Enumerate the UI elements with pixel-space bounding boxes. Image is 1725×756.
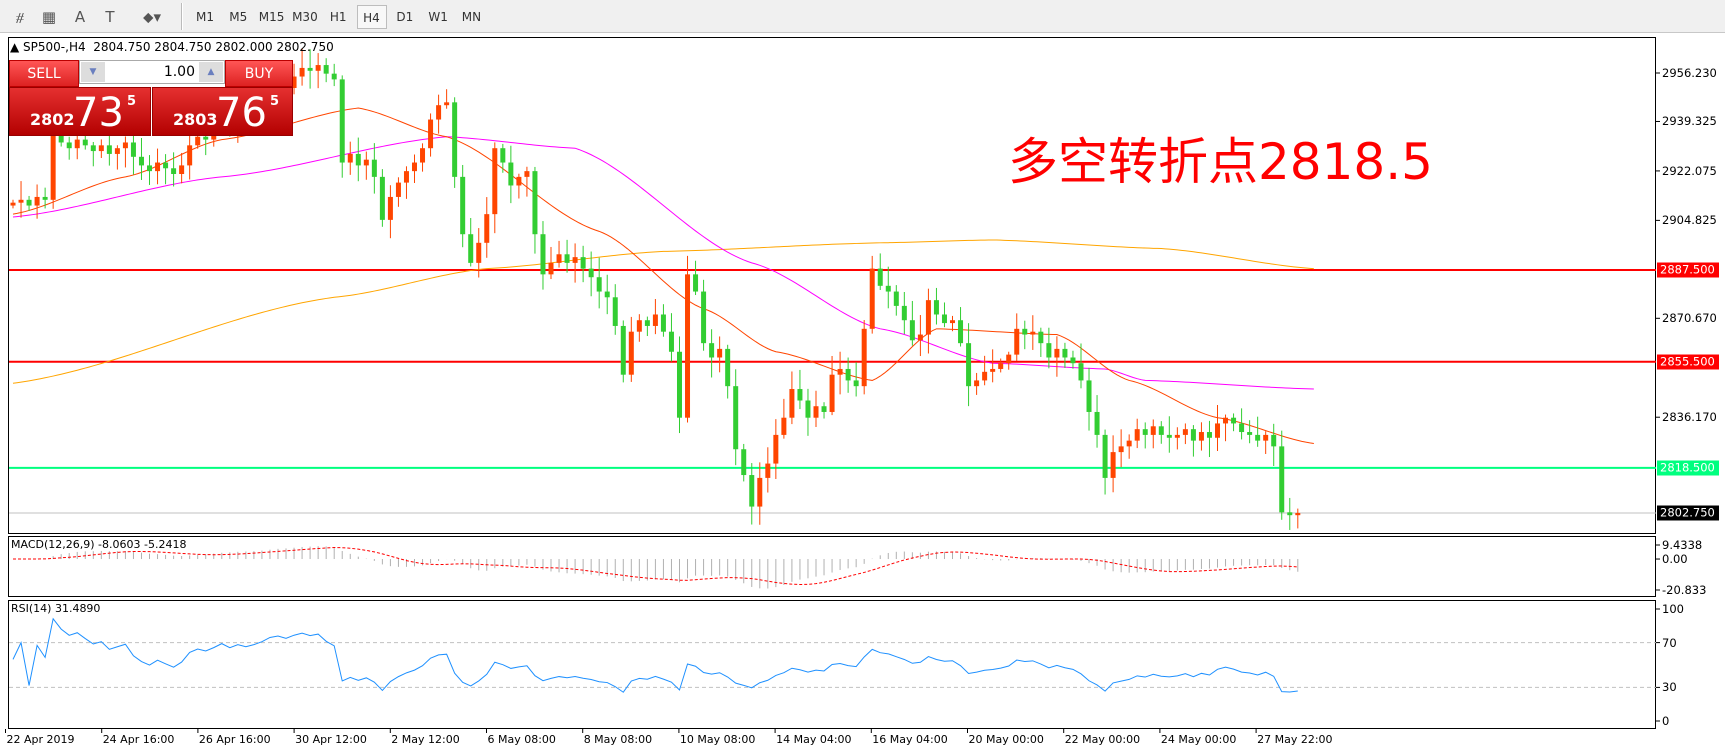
time-label: 22 Apr 2019 — [6, 733, 75, 746]
macd-tick-label: 0.00 — [1662, 552, 1688, 567]
rsi-tick-label: 30 — [1662, 680, 1677, 695]
symbol-ohlc-text: SP500-,H4 2804.750 2804.750 2802.000 280… — [23, 40, 334, 54]
buy-button[interactable]: BUY — [225, 60, 293, 87]
text-label-icon[interactable]: T — [105, 8, 115, 26]
text-icon[interactable]: A — [74, 8, 86, 26]
timeframe-w1[interactable]: W1 — [428, 10, 448, 24]
lot-size-stepper[interactable]: ▼ 1.00 ▲ — [79, 60, 225, 84]
bid-price-pips: 73 — [73, 90, 124, 136]
macd-label: MACD(12,26,9) -8.0603 -5.2418 — [11, 538, 187, 551]
ask-price-pips: 76 — [216, 90, 267, 136]
macd-tick-label: -20.833 — [1662, 583, 1707, 597]
increase-lot-button[interactable]: ▲ — [199, 62, 223, 82]
decrease-lot-button[interactable]: ▼ — [81, 62, 105, 82]
time-label: 22 May 00:00 — [1064, 733, 1141, 746]
price-tick-label: 2870.670 — [1662, 311, 1717, 326]
rsi-panel[interactable] — [8, 600, 1656, 729]
timeframe-h1[interactable]: H1 — [329, 10, 347, 24]
level-tag: 2818.500 — [1657, 460, 1719, 476]
price-tick-label: 2904.825 — [1662, 213, 1717, 228]
timeframe-h4[interactable]: H4 — [356, 5, 387, 29]
bid-price-box[interactable]: 2802 73 5 — [9, 87, 151, 136]
bid-price-prefix: 2802 — [30, 110, 75, 129]
main-chart-panel[interactable] — [8, 37, 1656, 534]
timeframe-m15[interactable]: M15 — [258, 10, 285, 24]
time-label: 27 May 22:00 — [1257, 733, 1333, 746]
symbol-ohlc-line: ▲ SP500-,H4 2804.750 2804.750 2802.000 2… — [10, 40, 334, 54]
time-label: 26 Apr 16:00 — [198, 733, 271, 746]
pivot-annotation: 多空转折点2818.5 — [1008, 133, 1433, 191]
timeframe-mn[interactable]: MN — [461, 10, 482, 24]
lot-size-input[interactable]: 1.00 — [163, 64, 195, 80]
rsi-label: RSI(14) 31.4890 — [11, 602, 101, 615]
price-tick-label: 2956.230 — [1662, 66, 1717, 80]
time-label: 24 May 00:00 — [1160, 733, 1237, 746]
arrows-icon[interactable]: ⬥▾ — [142, 8, 162, 26]
ask-price-box[interactable]: 2803 76 5 — [152, 87, 293, 136]
sell-button[interactable]: SELL — [9, 60, 79, 87]
timeframe-m30[interactable]: M30 — [292, 10, 318, 24]
rsi-tick-label: 100 — [1662, 602, 1684, 616]
rsi-tick-label: 0 — [1662, 714, 1670, 728]
level-tag: 2802.750 — [1657, 505, 1719, 521]
price-tick-label: 2836.170 — [1662, 410, 1717, 425]
time-label: 6 May 08:00 — [487, 733, 556, 746]
ask-price-fraction: 5 — [270, 94, 280, 109]
macd-panel[interactable] — [8, 536, 1656, 597]
one-click-trading-panel: SELL ▼ 1.00 ▲ BUY 2802 73 5 2803 76 5 — [9, 60, 293, 136]
time-label: 30 Apr 12:00 — [295, 733, 367, 746]
toolbar-separator — [181, 3, 183, 30]
time-label: 14 May 04:00 — [776, 733, 852, 746]
collapse-triangle-icon[interactable]: ▲ — [10, 40, 24, 54]
bid-price-fraction: 5 — [127, 94, 137, 109]
time-label: 2 May 12:00 — [391, 733, 460, 746]
time-label: 16 May 04:00 — [872, 733, 948, 746]
macd-tick-label: 9.4338 — [1662, 538, 1703, 552]
time-label: 20 May 00:00 — [968, 733, 1044, 746]
elliott-wave-icon[interactable]: ⧣ — [15, 8, 25, 26]
timeframe-m1[interactable]: M1 — [196, 10, 214, 24]
time-label: 8 May 08:00 — [583, 733, 653, 746]
timeframe-m5[interactable]: M5 — [229, 10, 248, 24]
time-label: 10 May 08:00 — [679, 733, 756, 746]
timeframe-d1[interactable]: D1 — [396, 10, 414, 24]
level-tag: 2855.500 — [1657, 354, 1719, 370]
time-label: 24 Apr 16:00 — [102, 733, 175, 746]
price-tick-label: 2939.325 — [1662, 114, 1717, 129]
ask-price-prefix: 2803 — [173, 110, 218, 129]
rsi-tick-label: 70 — [1662, 635, 1677, 650]
fibonacci-icon[interactable]: ▦ — [41, 8, 57, 26]
toolbar: ⧣ ▦ A T ⬥▾ M1 M5 M15 M30 H1 H4 D1 W1 MN — [0, 0, 1725, 33]
price-tick-label: 2922.075 — [1662, 163, 1717, 178]
level-tag: 2887.500 — [1657, 262, 1719, 278]
